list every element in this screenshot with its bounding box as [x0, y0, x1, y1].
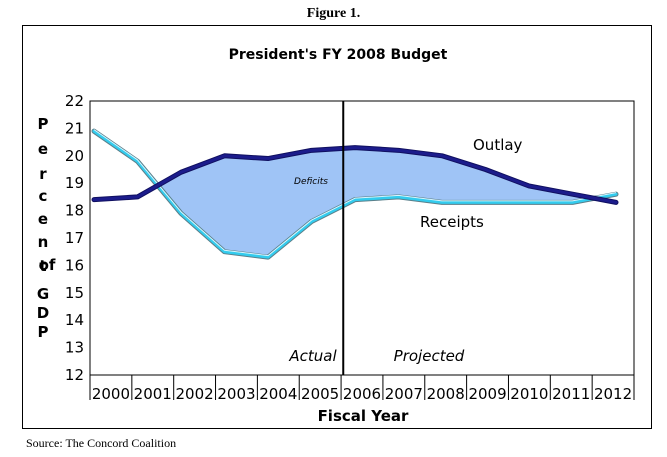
y-tick-label: 22 — [65, 92, 84, 110]
deficit-area — [94, 147, 616, 258]
y-tick-label: 12 — [65, 366, 84, 384]
x-tick-label: 2005 — [301, 385, 339, 403]
actual-label: Actual — [288, 347, 337, 365]
y-axis-label-char: e — [38, 140, 48, 158]
y-tick-label: 16 — [65, 256, 84, 274]
y-tick-label: 15 — [65, 284, 84, 302]
y-axis-label-char: n — [38, 233, 49, 251]
y-axis-label-char: G — [37, 285, 49, 303]
deficits-label: Deficits — [294, 177, 328, 187]
source-note: Source: The Concord Coalition — [26, 436, 177, 450]
y-tick-label: 20 — [65, 147, 84, 165]
y-tick-label: 18 — [65, 202, 84, 220]
x-tick-label: 2009 — [468, 385, 506, 403]
x-tick-label: 2010 — [510, 385, 548, 403]
y-tick-label: 13 — [65, 339, 84, 357]
outlay-label: Outlay — [473, 136, 523, 154]
y-axis-label-char: of — [39, 256, 56, 274]
series-layer — [91, 128, 619, 260]
x-tick-label: 2002 — [176, 385, 214, 403]
chart-frame — [22, 25, 652, 429]
receipts-line-highlight — [93, 129, 617, 257]
y-axis-label-char: P — [38, 115, 49, 133]
x-tick-label: 2004 — [259, 385, 297, 403]
y-axis-label-char: c — [39, 187, 48, 205]
y-axis-label-char: e — [38, 210, 48, 228]
plot-border — [89, 100, 635, 376]
projected-label: Projected — [394, 347, 465, 365]
x-tick-label: 2007 — [385, 385, 423, 403]
y-axis-label-char: D — [37, 304, 49, 322]
receipts-line — [92, 129, 618, 259]
x-tick-label: 2001 — [134, 385, 172, 403]
x-tick-label: 2012 — [594, 385, 632, 403]
y-tick-label: 19 — [65, 174, 84, 192]
x-tick-label: 2011 — [552, 385, 590, 403]
y-axis-label-char: r — [39, 165, 47, 183]
x-tick-label: 2000 — [92, 385, 130, 403]
figure-label: Figure 1. — [306, 6, 361, 21]
y-tick-label: 21 — [65, 119, 84, 137]
x-tick-labels: 2000 2001 2002 2003 2004 2005 2006 2007 2008 2009… — [89, 375, 635, 403]
x-tick-label: 2008 — [427, 385, 465, 403]
deficit-fill-layer — [94, 147, 616, 258]
receipts-label: Receipts — [420, 213, 484, 231]
y-axis-label-char: t — [39, 257, 46, 275]
x-tick-label: 2003 — [217, 385, 255, 403]
y-tick-label: 14 — [65, 311, 84, 329]
y-axis-label-char: P — [38, 323, 49, 341]
outlay-line — [92, 146, 618, 204]
y-tick-labels: 12 13 14 15 16 17 18 19 20 21 22 — [65, 92, 84, 384]
y-tick-label: 17 — [65, 229, 84, 247]
x-axis-label: Fiscal Year — [318, 407, 409, 425]
plot-area — [89, 100, 635, 376]
x-tick-label: 2006 — [343, 385, 381, 403]
chart-title: President's FY 2008 Budget — [229, 47, 448, 63]
